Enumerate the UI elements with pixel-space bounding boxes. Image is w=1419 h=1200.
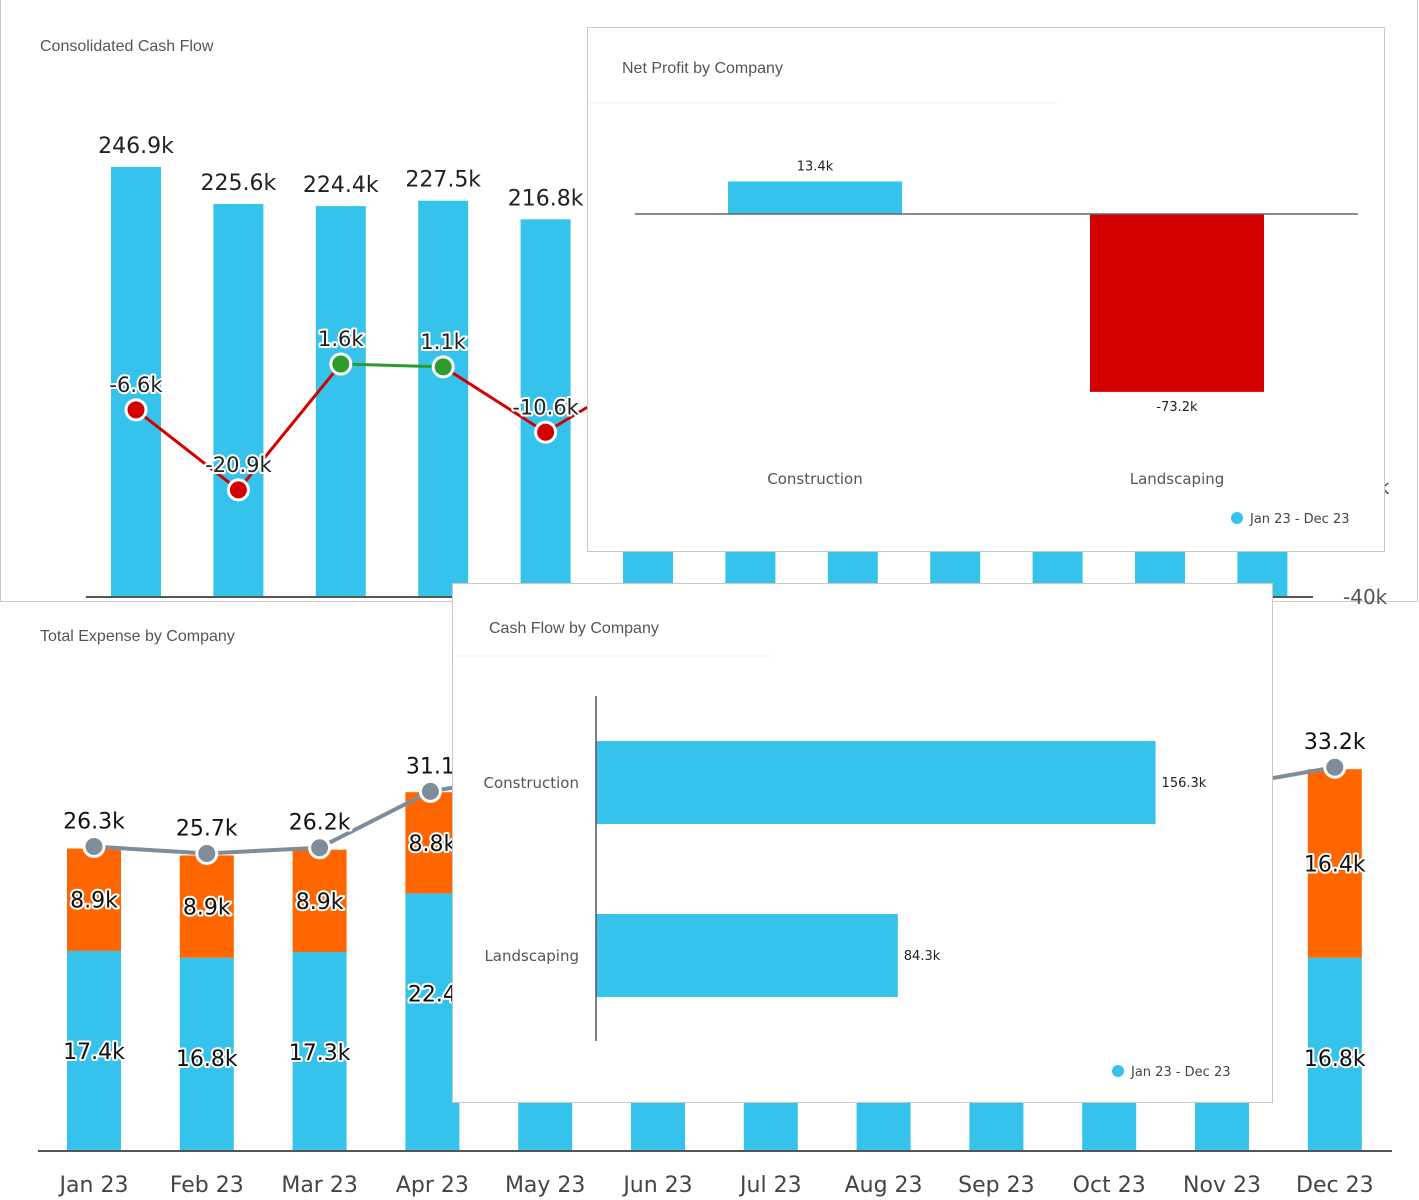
expense-bar-orange: [179, 855, 234, 958]
profit-point: [431, 355, 455, 379]
total-label: 26.3k: [63, 810, 125, 835]
category-label: Landscaping: [1130, 470, 1225, 488]
total-line-segment: [93, 844, 207, 856]
profit-point: [329, 352, 353, 376]
bar-value-label: 225.6k: [201, 171, 277, 196]
cash-flow-bar: [418, 200, 469, 597]
total-point: [195, 841, 219, 865]
profit-line-segment: [135, 408, 240, 492]
profit-point-label: -20.9k: [205, 453, 272, 477]
segment-label: 17.4k: [63, 1040, 125, 1065]
profit-line-segment: [237, 363, 342, 491]
total-point: [1323, 755, 1347, 779]
net-profit-bar: [728, 181, 902, 214]
total-line-segment: [318, 789, 432, 850]
x-tick-label: Nov 23: [1183, 1173, 1261, 1198]
bar-value-label: 227.5k: [405, 168, 481, 193]
cash-flow-chart: 156.3k Construction 84.3k Landscaping Jan 23…: [453, 655, 1231, 1080]
net-profit-title: Net Profit by Company: [622, 60, 783, 77]
x-tick-label: Mar 23: [281, 1173, 358, 1198]
profit-line-segment: [442, 365, 547, 434]
category-label: Construction: [483, 774, 579, 792]
cash-flow-bar: [315, 206, 366, 597]
net-profit-value-label: 13.4k: [797, 159, 834, 174]
total-label: 31.1: [406, 754, 455, 779]
cash-flow-bar: [213, 204, 264, 597]
total-point: [82, 835, 106, 859]
consolidated-cash-flow-title: Consolidated Cash Flow: [40, 38, 214, 55]
expense-bar-blue: [179, 957, 234, 1151]
total-label: 33.2k: [1304, 730, 1366, 755]
x-tick-label: Apr 23: [396, 1173, 469, 1198]
profit-point-label: -10.6k: [512, 395, 579, 419]
expense-bar-orange: [405, 792, 460, 894]
x-tick-label: May 23: [505, 1173, 585, 1198]
cash-flow-company-bar: [596, 741, 1156, 824]
cash-flow-company-bar: [596, 914, 898, 997]
category-label: Landscaping: [484, 947, 579, 965]
total-label: 25.7k: [176, 816, 238, 841]
x-tick-label: Sep 23: [958, 1173, 1034, 1198]
profit-point: [226, 478, 250, 502]
bar-value-label: 224.4k: [303, 173, 379, 198]
x-tick-label: Aug 23: [845, 1173, 923, 1198]
total-label: 26.2k: [289, 811, 351, 836]
net-profit-bar: [1090, 214, 1264, 392]
cash-flow-bar: [111, 166, 161, 597]
x-tick-label: Oct 23: [1073, 1173, 1146, 1198]
total-line-segment: [206, 845, 320, 856]
profit-point: [534, 420, 558, 444]
segment-label: 16.4k: [1304, 853, 1366, 878]
net-profit-chart: 13.4k Construction -73.2k Landscaping Jan 23…: [588, 102, 1358, 527]
expense-bar-blue: [1307, 957, 1362, 1151]
segment-label: 16.8k: [176, 1047, 238, 1072]
profit-point: [124, 398, 148, 422]
legend-dot: [1231, 512, 1243, 524]
x-tick-label: Jul 23: [738, 1173, 802, 1198]
total-point: [308, 836, 332, 860]
total-point: [418, 779, 442, 803]
expense-bar-orange: [1307, 769, 1362, 958]
expense-bar-blue: [405, 893, 460, 1151]
segment-label: 8.9k: [70, 889, 118, 914]
legend-label: Jan 23 - Dec 23: [1249, 512, 1350, 527]
category-label: Construction: [767, 470, 863, 488]
cash-flow-panel: Cash Flow by Company 156.3k Construction 8…: [452, 583, 1273, 1103]
cash-flow-value-label: 156.3k: [1162, 776, 1207, 791]
expense-bar-orange: [292, 849, 347, 953]
legend-label: Jan 23 - Dec 23: [1130, 1065, 1231, 1080]
x-tick-label: Jun 23: [621, 1173, 692, 1198]
profit-point-label: -6.6k: [109, 373, 163, 397]
segment-label: 16.8k: [1304, 1047, 1366, 1072]
x-tick-label: Dec 23: [1296, 1173, 1374, 1198]
total-expense-title: Total Expense by Company: [40, 628, 235, 645]
segment-label: 8.8k: [409, 832, 457, 857]
segment-label: 17.3k: [289, 1041, 351, 1066]
cash-flow-value-label: 84.3k: [904, 949, 941, 964]
legend-dot: [1112, 1065, 1124, 1077]
profit-point-label: 1.6k: [318, 327, 364, 351]
net-profit-value-label: -73.2k: [1156, 400, 1198, 415]
expense-bar-orange: [67, 848, 121, 951]
profit-line-segment: [340, 362, 444, 369]
bar-value-label: 246.9k: [98, 134, 174, 159]
bar-value-label: 216.8k: [508, 186, 584, 211]
cash-flow-title: Cash Flow by Company: [489, 620, 659, 637]
secondary-axis-tick: -40k: [1343, 585, 1388, 609]
x-tick-label: Feb 23: [170, 1173, 244, 1198]
x-tick-label: Jan 23: [58, 1173, 129, 1198]
profit-point-label: 1.1k: [420, 330, 466, 354]
expense-bar-blue: [67, 950, 121, 1151]
cash-flow-bar: [520, 219, 571, 597]
segment-label: 8.9k: [183, 896, 231, 921]
segment-label: 8.9k: [296, 890, 344, 915]
net-profit-panel: Net Profit by Company 13.4k Construction -…: [587, 27, 1385, 552]
expense-bar-blue: [292, 952, 347, 1151]
segment-label: 22.4: [408, 982, 457, 1007]
